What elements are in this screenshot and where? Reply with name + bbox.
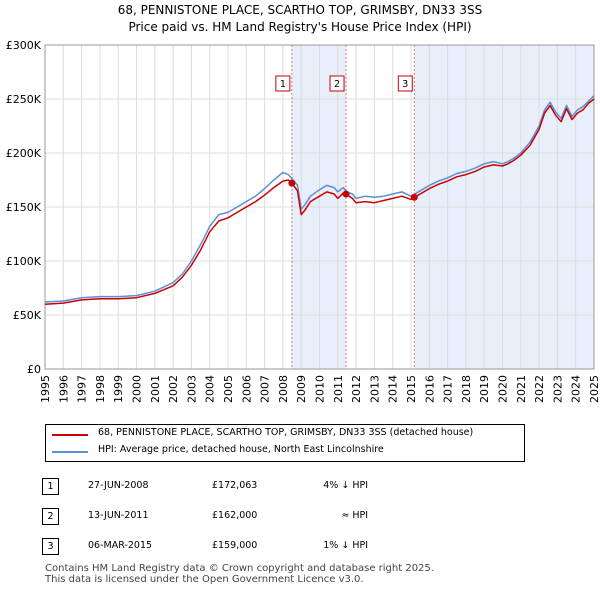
x-tick-label: 2006	[240, 375, 253, 403]
y-tick-label: £0	[27, 363, 41, 376]
legend-label-property: 68, PENNISTONE PLACE, SCARTHO TOP, GRIMS…	[98, 427, 474, 438]
x-tick-label: 1999	[112, 375, 125, 403]
transaction-row: 1 27-JUN-2008 £172,063 4% ↓ HPI	[0, 478, 600, 498]
x-tick-label: 2014	[387, 375, 400, 403]
transaction-date: 13-JUN-2011	[88, 510, 149, 521]
sale-marker-label: 3	[402, 79, 408, 90]
x-tick-label: 2008	[277, 375, 290, 403]
footer-line-2: This data is licensed under the Open Gov…	[45, 574, 364, 585]
transaction-number: 3	[42, 538, 59, 555]
sale-marker-label: 2	[334, 79, 340, 90]
x-tick-label: 2015	[405, 375, 418, 403]
x-tick-label: 2003	[185, 375, 198, 403]
x-tick-label: 2005	[222, 375, 235, 403]
x-tick-label: 2010	[314, 375, 327, 403]
plot-frame	[44, 44, 595, 370]
x-tick-label: 2021	[515, 375, 528, 403]
sale-marker-box	[397, 75, 413, 92]
x-tick-label: 2024	[570, 375, 583, 403]
chart-legend: 68, PENNISTONE PLACE, SCARTHO TOP, GRIMS…	[45, 424, 525, 462]
x-tick-label: 2009	[295, 375, 308, 403]
x-tick-label: 2016	[423, 375, 436, 403]
y-tick-label: £150K	[6, 201, 42, 214]
transaction-price: £159,000	[212, 540, 258, 551]
x-tick-label: 2007	[259, 375, 272, 403]
sale-marker-label: 1	[280, 79, 286, 90]
transaction-date: 06-MAR-2015	[88, 540, 153, 551]
y-tick-label: £100K	[6, 255, 42, 268]
x-tick-label: 1998	[94, 375, 107, 403]
x-tick-label: 2000	[131, 375, 144, 403]
x-tick-label: 1997	[76, 375, 89, 403]
transaction-row: 3 06-MAR-2015 £159,000 1% ↓ HPI	[0, 538, 600, 558]
x-tick-label: 2004	[204, 375, 217, 403]
x-tick-label: 2019	[478, 375, 491, 403]
legend-swatch-property	[52, 434, 88, 436]
y-tick-label: £50K	[13, 309, 42, 322]
x-tick-label: 1995	[39, 375, 52, 403]
x-tick-label: 2017	[442, 375, 455, 403]
transaction-number: 2	[42, 508, 59, 525]
property-price-line	[44, 98, 595, 305]
transaction-date: 27-JUN-2008	[88, 480, 149, 491]
x-tick-label: 2002	[167, 375, 180, 403]
transaction-hpi-comparison: 4% ↓ HPI	[323, 480, 368, 491]
footer-line-1: Contains HM Land Registry data © Crown c…	[45, 563, 434, 574]
x-tick-label: 2012	[350, 375, 363, 403]
sale-marker-box	[275, 75, 291, 92]
hpi-line	[44, 95, 595, 303]
transaction-price: £162,000	[212, 510, 258, 521]
legend-label-hpi: HPI: Average price, detached house, Nort…	[98, 444, 384, 455]
x-tick-label: 2023	[551, 375, 564, 403]
x-tick-label: 1996	[57, 375, 70, 403]
chart-title-line1: 68, PENNISTONE PLACE, SCARTHO TOP, GRIMS…	[117, 3, 483, 17]
sale-point	[342, 190, 350, 198]
y-tick-label: £250K	[6, 93, 42, 106]
sale-marker-box	[329, 75, 345, 92]
price-chart: £0 £50K £100K £150K £200K £250K £300K 1995 1996 1…	[6, 39, 600, 403]
legend-swatch-hpi	[52, 451, 88, 453]
x-tick-label: 2020	[497, 375, 510, 403]
transaction-number: 1	[42, 478, 59, 495]
transaction-hpi-comparison: ≈ HPI	[341, 510, 368, 521]
sale-point	[410, 193, 418, 201]
y-tick-label: £200K	[6, 147, 42, 160]
x-tick-label: 2025	[588, 375, 600, 403]
x-tick-label: 2011	[332, 375, 345, 403]
x-tick-label: 2022	[533, 375, 546, 403]
x-tick-label: 2001	[149, 375, 162, 403]
chart-title-line2: Price paid vs. HM Land Registry's House …	[128, 20, 472, 34]
transaction-hpi-comparison: 1% ↓ HPI	[323, 540, 368, 551]
x-tick-label: 2013	[368, 375, 381, 403]
footer-attribution: Contains HM Land Registry data © Crown c…	[45, 563, 434, 585]
x-tick-label: 2018	[460, 375, 473, 403]
y-tick-label: £300K	[6, 39, 42, 52]
transaction-price: £172,063	[212, 480, 258, 491]
sale-point	[288, 179, 296, 187]
transaction-row: 2 13-JUN-2011 £162,000 ≈ HPI	[0, 508, 600, 528]
